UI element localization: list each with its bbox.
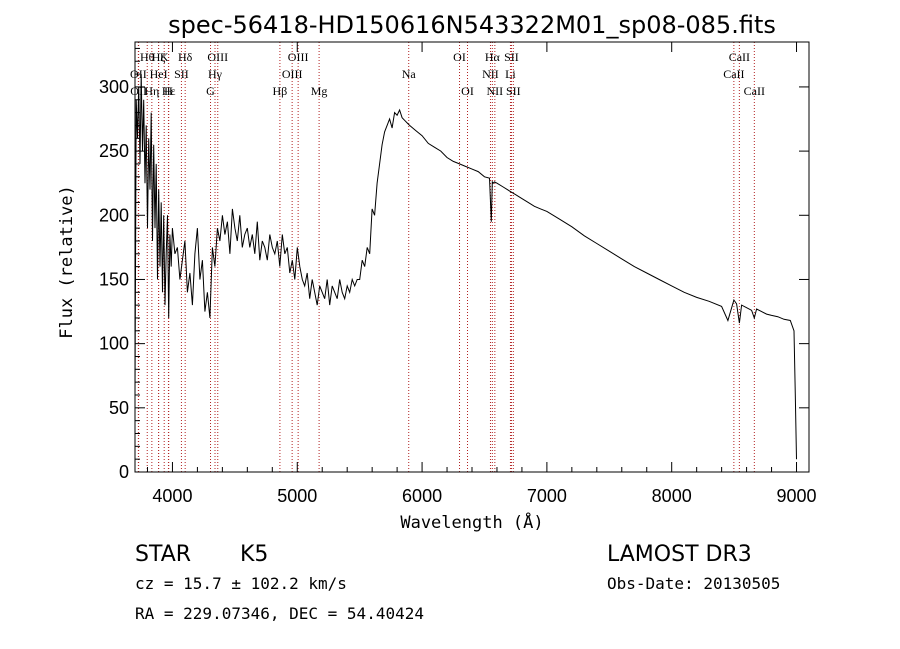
- object-subclass: K5: [240, 542, 268, 567]
- coordinates-text: RA = 229.07346, DEC = 54.40424: [135, 604, 424, 623]
- obs-date-text: Obs-Date: 20130505: [607, 574, 780, 593]
- spectral-line-label: K: [160, 50, 169, 64]
- spectral-line-label: H: [164, 84, 173, 98]
- y-tick-label: 200: [99, 205, 129, 225]
- spectral-line-label: Hβ: [273, 84, 288, 98]
- spectral-line-label: Li: [505, 67, 516, 81]
- spectral-line-label: Hθ: [140, 50, 155, 64]
- spectral-line-label: OIII: [282, 67, 303, 81]
- spectral-line-label: SII: [504, 50, 519, 64]
- x-tick-label: 5000: [277, 486, 317, 506]
- x-axis-label: Wavelength (Å): [400, 511, 543, 533]
- plot-frame: [134, 41, 810, 473]
- spectral-line-markers: [137, 42, 755, 472]
- y-tick-label: 100: [99, 334, 129, 354]
- x-tick-label: 7000: [527, 486, 567, 506]
- x-tick-label: 4000: [152, 486, 192, 506]
- spectral-line-label: Na: [402, 67, 417, 81]
- spectral-line-label: OI: [453, 50, 466, 64]
- spectral-line-label: OI: [461, 84, 474, 98]
- y-tick-label: 250: [99, 141, 129, 161]
- spectral-line-label: Mg: [311, 84, 328, 98]
- spectral-line-label: OIII: [288, 50, 309, 64]
- spectral-line-label: Hγ: [208, 67, 223, 81]
- x-tick-label: 9000: [776, 486, 816, 506]
- chart-title: spec-56418-HD150616N543322M01_sp08-085.f…: [168, 11, 776, 39]
- x-tick-label: 6000: [402, 486, 442, 506]
- spectrum-line: [134, 74, 797, 460]
- y-tick-label: 50: [109, 398, 129, 418]
- spectral-line-label: CaII: [723, 67, 744, 81]
- y-tick-label: 150: [99, 269, 129, 289]
- spectral-line-label: Hζ: [152, 50, 166, 64]
- y-tick-label: 0: [119, 462, 129, 482]
- redshift-text: cz = 15.7 ± 102.2 km/s: [135, 574, 347, 593]
- spectral-line-label: NII: [482, 67, 499, 81]
- spectral-line-label: CaII: [744, 84, 765, 98]
- y-tick-label: 300: [99, 77, 129, 97]
- spectral-line-label: HeI: [150, 67, 168, 81]
- object-class: STAR: [135, 542, 191, 567]
- spectral-line-label: SII: [506, 84, 521, 98]
- spectral-line-label: Hε: [162, 84, 176, 98]
- x-tick-label: 8000: [652, 486, 692, 506]
- survey-name: LAMOST DR3: [607, 542, 752, 567]
- spectral-line-label: CaII: [729, 50, 750, 64]
- spectral-line-label: SII: [174, 67, 189, 81]
- spectral-line-label: G: [206, 84, 215, 98]
- spectral-line-label: Hα: [485, 50, 501, 64]
- spectral-line-label: OIII: [207, 50, 228, 64]
- spectral-line-label: Hη: [144, 84, 159, 98]
- spectral-line-labels: OIIOIIHθHηHζHeIKHεHSIIHδGHγOIIIHβOIIIOII…: [130, 50, 765, 98]
- spectral-line-label: NII: [487, 84, 504, 98]
- x-axis-ticks: 4000 5000 6000 7000 8000 9000: [146, 42, 817, 506]
- y-axis-ticks: 0 50 100 150 200 250 300: [99, 47, 809, 482]
- spectral-line-label: Hδ: [178, 50, 193, 64]
- y-axis-label: Flux (relative): [57, 185, 77, 339]
